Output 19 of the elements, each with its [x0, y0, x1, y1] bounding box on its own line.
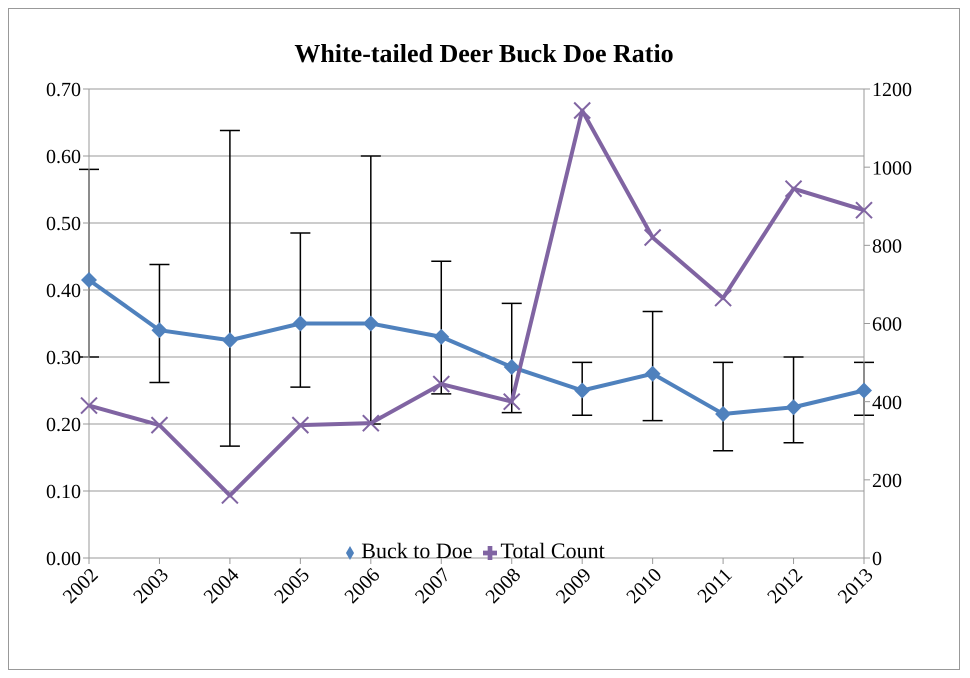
y2-tick-label: 600 [872, 314, 902, 336]
y-tick-label: 0.50 [46, 213, 81, 236]
y-tick-label: 0.70 [46, 79, 81, 102]
y2-tick-label: 200 [872, 470, 902, 492]
y-tick-label: 0.30 [46, 347, 81, 370]
y-tick-label: 0.10 [46, 481, 81, 504]
y2-tick-label: 1000 [872, 157, 912, 180]
y-tick-label: 0.00 [46, 548, 81, 570]
y2-tick-label: 400 [872, 392, 902, 414]
x-tick-label: 2011 [693, 564, 737, 608]
legend-label: Buck to Doe [361, 538, 472, 563]
legend-label: Total Count [500, 538, 605, 563]
y-tick-label: 0.60 [46, 146, 81, 168]
y2-tick-label: 800 [872, 235, 902, 258]
y-tick-label: 0.20 [46, 414, 81, 436]
y2-tick-label: 0 [872, 548, 882, 570]
chart-title: White-tailed Deer Buck Doe Ratio [293, 39, 675, 69]
y2-tick-label: 1200 [872, 79, 912, 102]
y-tick-label: 0.40 [46, 280, 81, 302]
